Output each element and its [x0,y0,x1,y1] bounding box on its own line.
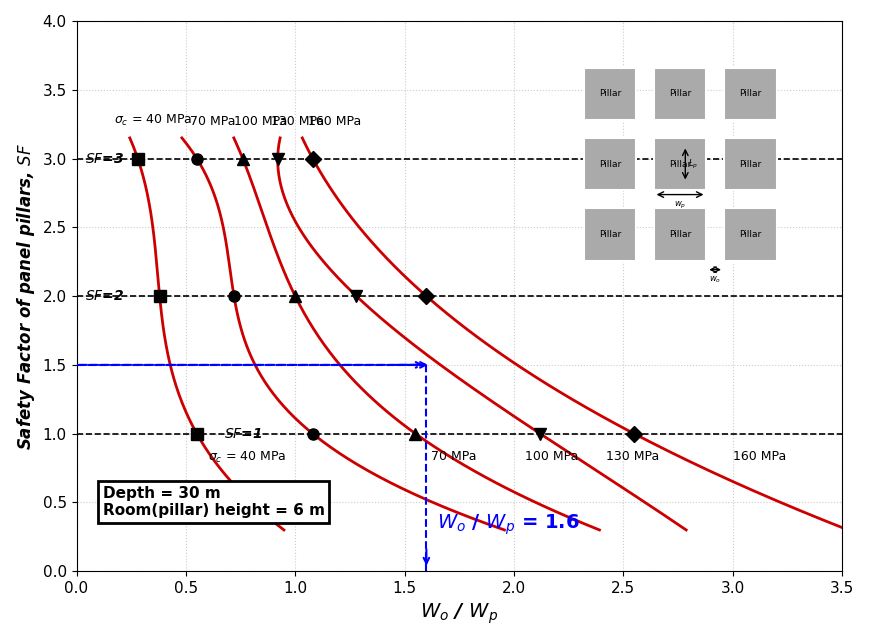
Text: 100 MPa: 100 MPa [234,115,288,128]
Text: 100 MPa: 100 MPa [525,450,578,463]
Text: Depth = 30 m
Room(pillar) height = 6 m: Depth = 30 m Room(pillar) height = 6 m [103,486,325,519]
Text: 70 MPa: 70 MPa [431,450,476,463]
Text: $W_o$ / $W_p$ = 1.6: $W_o$ / $W_p$ = 1.6 [437,512,580,537]
Text: $\sigma_c$ = 40 MPa: $\sigma_c$ = 40 MPa [114,113,192,128]
Text: 70 MPa: 70 MPa [190,115,235,128]
Text: 160 MPa: 160 MPa [733,450,786,463]
Y-axis label: Safety Factor of panel pillars, $SF$: Safety Factor of panel pillars, $SF$ [15,143,37,449]
Text: 130 MPa: 130 MPa [271,115,324,128]
Text: 130 MPa: 130 MPa [606,450,659,463]
Text: $SF$=2: $SF$=2 [85,289,124,303]
X-axis label: $W_o$ / $W_p$: $W_o$ / $W_p$ [420,601,498,626]
Text: $SF$=1: $SF$=1 [224,427,262,440]
Text: 160 MPa: 160 MPa [308,115,362,128]
Text: $SF$=3: $SF$=3 [85,151,124,165]
Text: $\sigma_c$ = 40 MPa: $\sigma_c$ = 40 MPa [208,450,286,465]
